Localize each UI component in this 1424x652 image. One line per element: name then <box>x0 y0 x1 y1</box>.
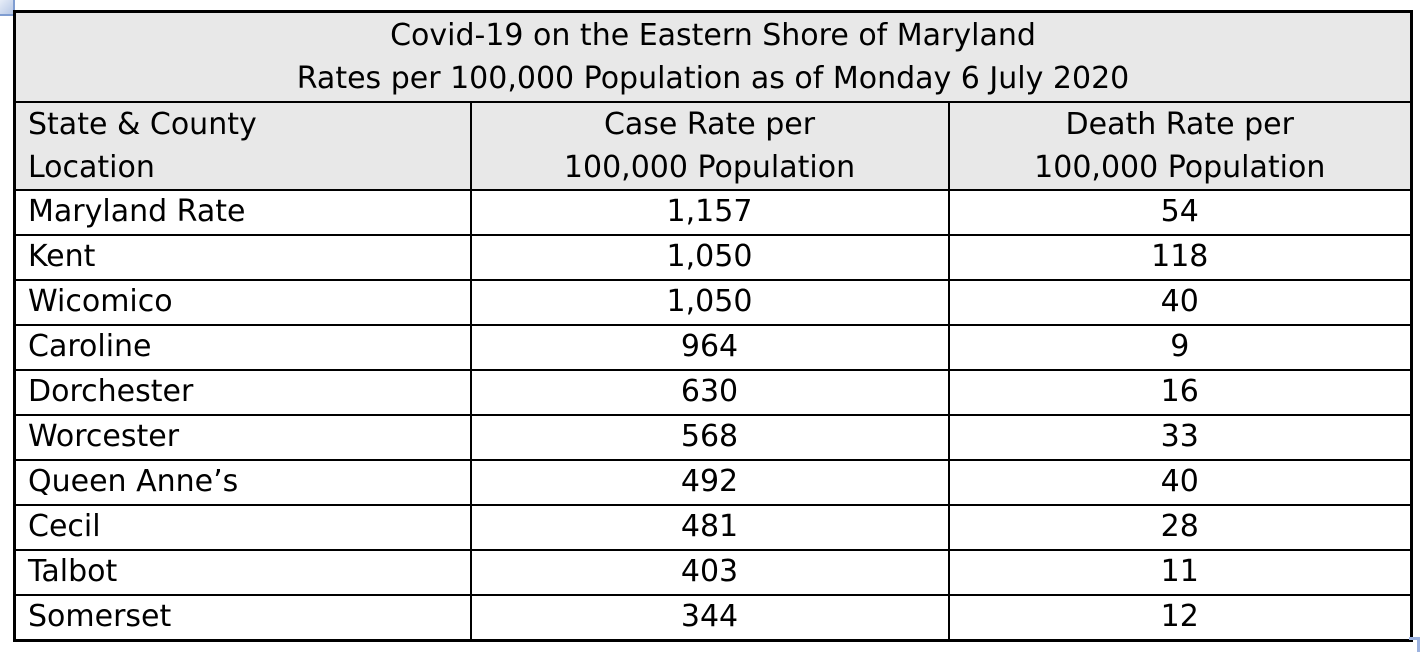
table-row: Kent 1,050 118 <box>13 234 1413 281</box>
column-header-case-rate: Case Rate per 100,000 Population <box>469 101 950 191</box>
death-rate-cell: 28 <box>947 504 1413 551</box>
table-row: Caroline 964 9 <box>13 324 1413 371</box>
table-title: Covid-19 on the Eastern Shore of Marylan… <box>13 10 1413 103</box>
header-row: State & County Location Case Rate per 10… <box>13 101 1413 191</box>
table-row: Worcester 568 33 <box>13 414 1413 461</box>
location-cell: Cecil <box>13 504 472 551</box>
covid-rates-table: Covid-19 on the Eastern Shore of Marylan… <box>13 10 1413 642</box>
case-rate-cell: 1,157 <box>469 189 950 236</box>
table-row: Dorchester 630 16 <box>13 369 1413 416</box>
location-cell: Wicomico <box>13 279 472 326</box>
death-rate-cell: 12 <box>947 594 1413 642</box>
location-cell: Queen Anne’s <box>13 459 472 506</box>
table-row: Cecil 481 28 <box>13 504 1413 551</box>
location-cell: Kent <box>13 234 472 281</box>
death-rate-cell: 40 <box>947 459 1413 506</box>
table-title-line2: Rates per 100,000 Population as of Monda… <box>296 61 1130 96</box>
table-row: Somerset 344 12 <box>13 594 1413 642</box>
location-cell: Worcester <box>13 414 472 461</box>
case-rate-cell: 964 <box>469 324 950 371</box>
case-rate-cell: 1,050 <box>469 234 950 281</box>
location-cell: Somerset <box>13 594 472 642</box>
case-rate-cell: 344 <box>469 594 950 642</box>
table-row: Maryland Rate 1,157 54 <box>13 189 1413 236</box>
death-rate-cell: 16 <box>947 369 1413 416</box>
case-rate-cell: 630 <box>469 369 950 416</box>
location-cell: Caroline <box>13 324 472 371</box>
location-cell: Talbot <box>13 549 472 596</box>
table-title-line1: Covid-19 on the Eastern Shore of Marylan… <box>390 18 1036 53</box>
death-rate-cell: 11 <box>947 549 1413 596</box>
death-rate-cell: 33 <box>947 414 1413 461</box>
table-row: Wicomico 1,050 40 <box>13 279 1413 326</box>
object-anchor-icon <box>0 0 15 16</box>
case-rate-cell: 1,050 <box>469 279 950 326</box>
case-rate-cell: 492 <box>469 459 950 506</box>
title-row: Covid-19 on the Eastern Shore of Marylan… <box>13 10 1413 103</box>
case-rate-cell: 481 <box>469 504 950 551</box>
case-rate-cell: 403 <box>469 549 950 596</box>
death-rate-cell: 9 <box>947 324 1413 371</box>
table-row: Queen Anne’s 492 40 <box>13 459 1413 506</box>
column-header-location: State & County Location <box>13 101 472 191</box>
location-cell: Maryland Rate <box>13 189 472 236</box>
location-cell: Dorchester <box>13 369 472 416</box>
table-row: Talbot 403 11 <box>13 549 1413 596</box>
textbox-resize-handle-icon[interactable] <box>1409 637 1420 652</box>
column-header-death-rate: Death Rate per 100,000 Population <box>947 101 1413 191</box>
case-rate-cell: 568 <box>469 414 950 461</box>
death-rate-cell: 40 <box>947 279 1413 326</box>
death-rate-cell: 118 <box>947 234 1413 281</box>
death-rate-cell: 54 <box>947 189 1413 236</box>
